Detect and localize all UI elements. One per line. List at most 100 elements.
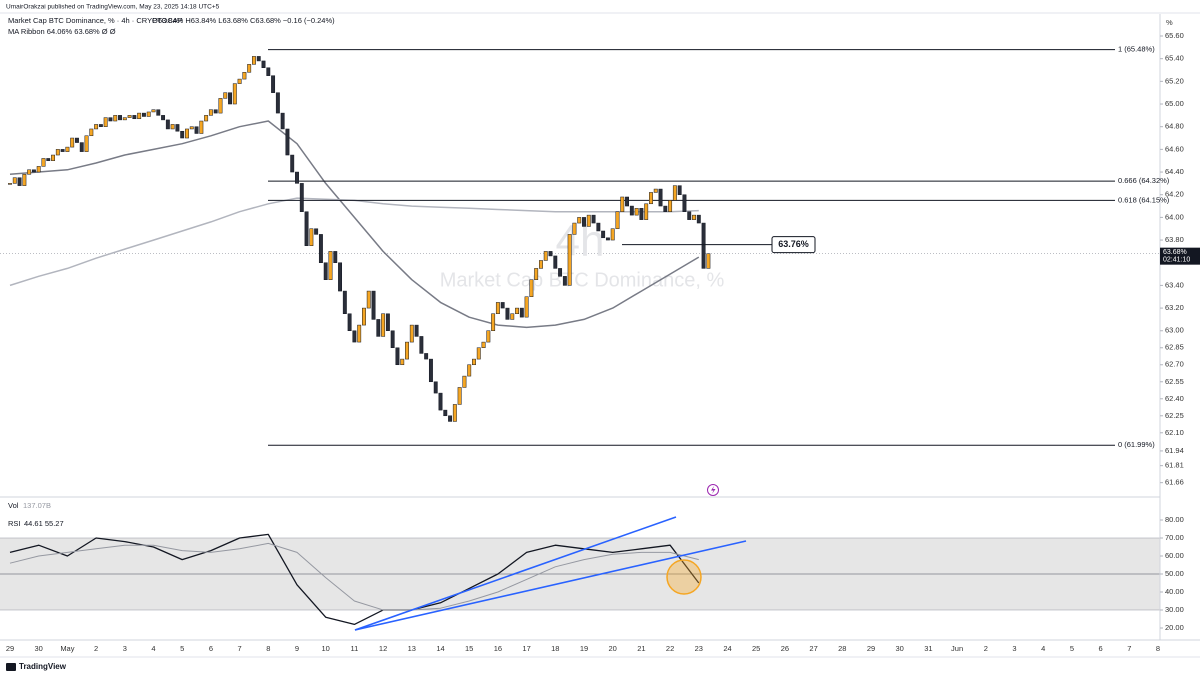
candle (390, 330, 395, 349)
candle (189, 126, 194, 130)
x-tick-label: 26 (781, 644, 789, 653)
candle (706, 253, 711, 269)
rsi-tick-label: 80.00 (1165, 515, 1184, 524)
y-tick-label: 65.40 (1165, 54, 1184, 63)
candle (639, 208, 644, 220)
candle (405, 341, 409, 360)
x-tick-label: 5 (180, 644, 184, 653)
y-tick-label: 64.80 (1165, 122, 1184, 131)
candle (328, 251, 333, 280)
candle (170, 124, 175, 130)
candle (357, 324, 362, 343)
ma-legend: MA Ribbon 64.06% 63.68% Ø Ø (8, 27, 116, 36)
candle (443, 409, 448, 417)
rsi-label: RSI (8, 519, 21, 528)
candle (127, 115, 132, 118)
candle (314, 228, 319, 235)
last-price-label: 63.68% (1163, 249, 1187, 256)
candle (27, 169, 32, 175)
candle (113, 115, 118, 122)
volume-label: Vol (8, 501, 19, 510)
y-tick-label: 62.40 (1165, 394, 1184, 403)
candle (476, 347, 481, 360)
y-tick-label: 63.00 (1165, 326, 1184, 335)
candle (247, 64, 252, 73)
y-tick-label: 62.85 (1165, 343, 1184, 352)
candle (362, 307, 366, 326)
candle (12, 177, 17, 184)
y-tick-label: 64.40 (1165, 167, 1184, 176)
candle (194, 126, 199, 134)
candle (495, 302, 500, 314)
candle (218, 98, 223, 114)
candle (165, 119, 170, 130)
candle (55, 149, 60, 156)
candle (457, 387, 462, 405)
x-tick-label: 9 (295, 644, 299, 653)
candle (376, 319, 381, 337)
trend-line (354, 540, 747, 631)
candle (505, 307, 510, 320)
fib-label: 1 (65.48%) (1118, 45, 1155, 54)
candle (438, 392, 443, 411)
candle (46, 158, 51, 161)
candle (596, 222, 601, 232)
candle (242, 72, 247, 80)
candle (572, 222, 577, 235)
y-tick-label: 64.20 (1165, 190, 1184, 199)
x-tick-label: 10 (322, 644, 330, 653)
candle (486, 330, 491, 343)
candle (409, 324, 414, 343)
candle (256, 56, 261, 62)
x-tick-label: 29 (6, 644, 14, 653)
candle (295, 171, 299, 184)
candle (428, 358, 433, 383)
candle (601, 230, 606, 239)
footer-brand[interactable]: TradingView (19, 662, 67, 671)
x-tick-label: 6 (209, 644, 213, 653)
candle (615, 211, 620, 229)
x-tick-label: 27 (809, 644, 817, 653)
rsi-line (9, 542, 699, 611)
candle (338, 262, 343, 292)
x-tick-label: 17 (522, 644, 530, 653)
x-tick-label: 20 (609, 644, 617, 653)
rsi-tick-label: 40.00 (1165, 587, 1184, 596)
x-tick-label: 25 (752, 644, 760, 653)
candle (658, 188, 663, 207)
candle (534, 268, 539, 280)
candle (677, 185, 682, 195)
candle (213, 109, 218, 114)
candle (500, 302, 505, 309)
candle (280, 112, 285, 130)
publisher: UmairOrakzai published on TradingView.co… (6, 4, 220, 11)
candle (180, 130, 185, 139)
x-tick-label: 7 (1127, 644, 1131, 653)
candle (400, 358, 405, 366)
x-tick-label: 21 (637, 644, 645, 653)
candle (510, 313, 515, 320)
candle (342, 290, 347, 314)
x-tick-label: 3 (123, 644, 127, 653)
ma-line (9, 120, 700, 329)
rsi-tick-label: 30.00 (1165, 605, 1184, 614)
rsi-tick-label: 60.00 (1165, 551, 1184, 560)
candle (36, 166, 41, 173)
candle (649, 192, 653, 205)
candle (692, 214, 696, 220)
candle (65, 146, 70, 152)
x-tick-label: 2 (984, 644, 988, 653)
candle (419, 336, 424, 354)
y-tick-label: 61.94 (1165, 446, 1184, 455)
callout-label: 63.76% (778, 239, 809, 249)
candle (79, 142, 84, 152)
candle (108, 117, 113, 122)
y-tick-label: 63.80 (1165, 235, 1184, 244)
y-tick-label: 65.60 (1165, 31, 1184, 40)
candle (75, 137, 79, 143)
candle (634, 208, 639, 216)
candle (562, 276, 567, 286)
candle (51, 154, 55, 161)
candle (199, 120, 204, 134)
